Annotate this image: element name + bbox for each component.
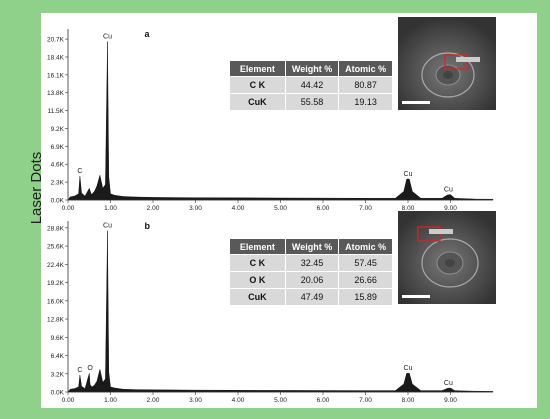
table-row: C K 32.45 57.45 [229,254,393,272]
peak-label: Cu [103,33,112,40]
y-tick-label: 19.2K [47,280,65,287]
spectrum-area [67,230,494,393]
panel-letter: b [145,221,151,231]
peak-label: Cu [444,187,453,194]
table-cell-element: O K [229,271,286,289]
table-cell-weight: 20.06 [284,271,340,289]
spectrum-area [67,41,494,201]
sem-micrograph-b [398,211,496,304]
peak-label: Cu [404,365,413,372]
x-tick-label: 0.00 [62,205,75,210]
table-cell-element: CuK [229,288,286,306]
x-tick-label: 0.00 [62,397,75,402]
composition-table-b: Element Weight % Atomic % C K 32.45 57.4… [229,238,393,306]
x-tick-label: 6.00 [317,205,330,210]
y-tick-label: 13.8K [47,90,65,97]
table-row: CuK 47.49 15.89 [229,288,393,306]
y-tick-label: 0.0K [51,198,65,205]
spectrum-chart-b: 0.0K 3.2K 6.4K 9.6K 12.8K 16.0K 19.2K 22.4K 25.6… [47,221,494,402]
sem-micrograph-a [398,17,496,110]
table-header-element: Element [229,60,286,77]
x-tick-label: 3.00 [189,205,202,210]
peak-label: Cu [404,171,413,178]
table-cell-weight: 44.42 [284,76,340,94]
table-header-weight: Weight % [284,238,340,255]
table-row: O K 20.06 26.66 [229,271,393,289]
y-tick-label: 2.3K [51,180,65,187]
y-tick-label: 3.2K [51,371,65,378]
y-tick-label: 16.0K [47,298,65,305]
table-cell-atomic: 26.66 [338,271,393,289]
x-tick-label: 2.00 [147,397,160,402]
y-tick-label: 6.9K [51,144,65,151]
x-tick-label: 8.00 [402,397,415,402]
x-tick-label: 9.00 [444,205,457,210]
table-row: C K 44.42 80.87 [229,76,393,94]
sem-image-a [398,17,496,110]
table-cell-atomic: 80.87 [338,76,393,94]
y-tick-label: 16.1K [47,72,65,79]
x-tick-label: 5.00 [274,397,287,402]
table-header-element: Element [229,238,286,255]
panel-letter: a [145,29,151,39]
y-tick-label: 11.5K [47,108,64,115]
peak-label: Cu [103,223,112,230]
table-cell-weight: 47.49 [284,288,340,306]
x-tick-label: 5.00 [274,205,287,210]
y-tick-label: 12.8K [47,317,65,324]
x-tick-label: 1.00 [104,205,117,210]
table-cell-element: C K [229,254,286,272]
peak-label: C [77,168,82,175]
peak-label: C [77,367,82,374]
spectrum-chart-a: 0.0K 2.3K 4.6K 6.9K 9.2K 11.5K 13.8K 16.1K 18.4K… [47,29,494,210]
table-header-weight: Weight % [284,60,340,77]
table-cell-weight: 55.58 [284,93,340,111]
y-tick-label: 18.4K [47,54,65,61]
x-tick-label: 6.00 [317,397,330,402]
y-tick-label: 22.4K [47,262,65,269]
y-tick-label: 25.6K [47,244,65,251]
composition-table-a: Element Weight % Atomic % C K 44.42 80.8… [229,60,393,111]
y-tick-label: 20.7K [47,37,65,44]
x-tick-label: 1.00 [104,397,117,402]
y-tick-label: 0.0K [51,390,65,397]
x-tick-label: 3.00 [189,397,202,402]
x-tick-label: 8.00 [402,205,415,210]
y-tick-label: 4.6K [51,162,65,169]
table-header-atomic: Atomic % [338,238,393,255]
x-tick-label: 4.00 [232,397,245,402]
x-tick-label: 4.00 [232,205,245,210]
table-cell-element: CuK [229,93,286,111]
x-tick-label: 9.00 [444,397,457,402]
y-tick-label: 9.6K [51,335,65,342]
sem-image-b [398,211,496,304]
x-tick-label: 2.00 [147,205,160,210]
peak-label: O [87,365,93,372]
table-cell-atomic: 19.13 [338,93,393,111]
y-tick-label: 6.4K [51,353,65,360]
y-tick-label: 9.2K [51,126,65,133]
table-row: CuK 55.58 19.13 [229,93,393,111]
x-tick-label: 7.00 [359,397,372,402]
table-cell-weight: 32.45 [284,254,340,272]
y-tick-label: 28.8K [47,225,65,232]
table-cell-element: C K [229,76,286,94]
table-cell-atomic: 15.89 [338,288,393,306]
table-header-atomic: Atomic % [338,60,393,77]
peak-label: Cu [444,380,453,387]
x-tick-label: 7.00 [359,205,372,210]
table-cell-atomic: 57.45 [338,254,393,272]
